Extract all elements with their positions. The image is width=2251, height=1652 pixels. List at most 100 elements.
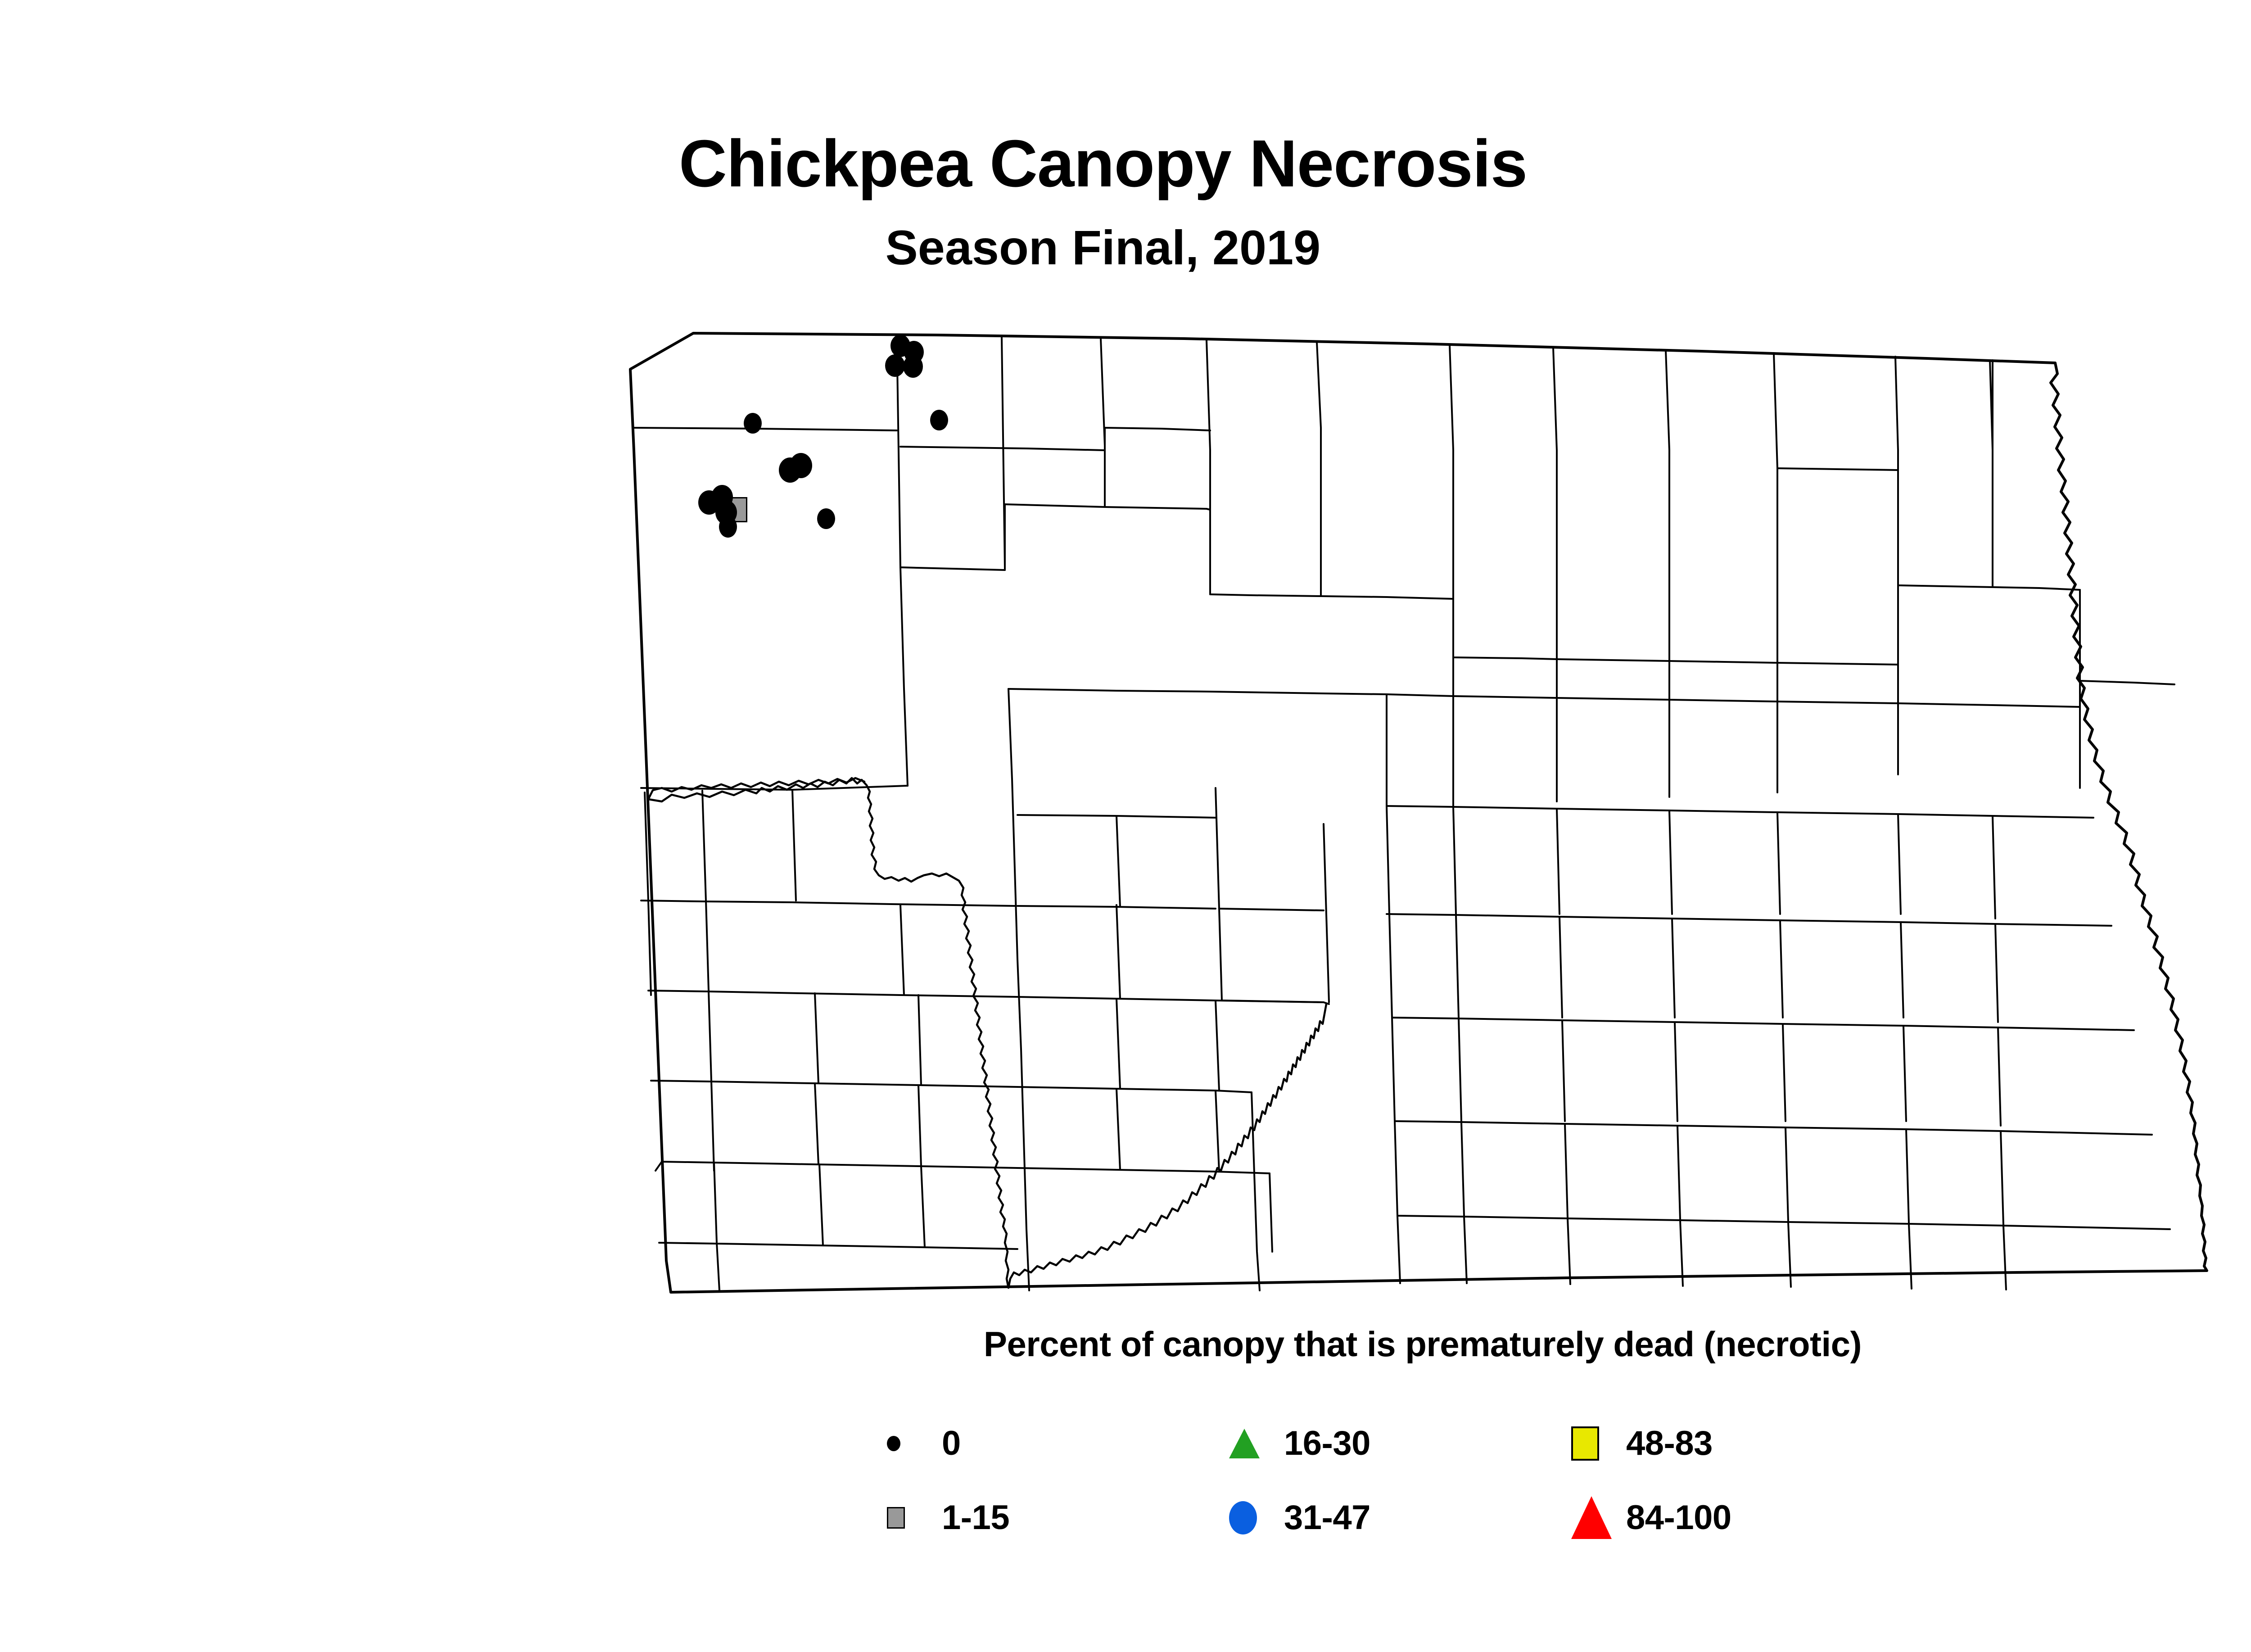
county-line bbox=[640, 900, 1016, 907]
county-line bbox=[1556, 658, 1670, 662]
county-line bbox=[791, 789, 797, 901]
county-line bbox=[655, 1161, 1018, 1172]
legend-swatch-square-yellow-icon bbox=[1571, 1426, 1625, 1461]
county-line bbox=[1206, 339, 1211, 451]
county-line bbox=[1903, 1025, 1907, 1122]
county-line bbox=[1323, 823, 1330, 1003]
county-line bbox=[1008, 688, 1018, 960]
county-line bbox=[1460, 1121, 1465, 1217]
county-line bbox=[2002, 1225, 2007, 1290]
county-line bbox=[899, 566, 905, 690]
legend-item-1-15[interactable]: 1-15 bbox=[887, 1480, 1229, 1555]
county-line bbox=[1104, 427, 1211, 451]
county-line bbox=[903, 688, 909, 787]
county-line bbox=[1386, 693, 1558, 699]
county-line bbox=[814, 1082, 819, 1165]
county-line bbox=[1017, 905, 1216, 910]
county-line bbox=[899, 446, 1106, 451]
legend-item-48-83[interactable]: 48-83 bbox=[1571, 1406, 1913, 1480]
legend-label: 0 bbox=[942, 1424, 961, 1462]
county-line bbox=[1567, 1218, 1571, 1285]
county-line bbox=[899, 904, 905, 996]
county-line bbox=[1452, 598, 1558, 660]
county-line bbox=[1209, 509, 1322, 597]
county-line bbox=[701, 790, 710, 991]
county-line bbox=[899, 566, 1006, 571]
county-line bbox=[818, 1163, 824, 1246]
county-line bbox=[1997, 1027, 2002, 1127]
legend-swatch-triangle-red-icon bbox=[1571, 1496, 1625, 1539]
legend-item-31-47[interactable]: 31-47 bbox=[1229, 1480, 1571, 1555]
county-line bbox=[1897, 813, 1902, 915]
county-line bbox=[1900, 921, 1904, 1018]
county-line bbox=[1251, 1091, 1261, 1291]
legend-item-84-100[interactable]: 84-100 bbox=[1571, 1480, 1913, 1555]
county-line bbox=[1455, 914, 1460, 1018]
county-line bbox=[1785, 1127, 1789, 1222]
county-line bbox=[1218, 908, 1324, 911]
county-line bbox=[1782, 1023, 1786, 1122]
legend-swatch-dot-icon bbox=[887, 1435, 941, 1451]
county-line bbox=[640, 785, 909, 791]
county-line bbox=[1215, 1000, 1220, 1091]
county-line bbox=[1386, 913, 2112, 927]
legend-title: Percent of canopy that is prematurely de… bbox=[983, 1324, 1862, 1364]
county-line bbox=[1897, 469, 1993, 588]
legend-label: 84-100 bbox=[1626, 1498, 1731, 1537]
county-line bbox=[920, 1165, 926, 1248]
page-title: Chickpea Canopy Necrosis bbox=[678, 127, 1528, 201]
legend-item-0[interactable]: 0 bbox=[887, 1406, 1229, 1480]
county-line bbox=[1320, 595, 1454, 600]
county-line bbox=[1559, 916, 1563, 1018]
county-line bbox=[647, 990, 1018, 998]
legend-swatch-square-gray-icon bbox=[887, 1507, 941, 1529]
title-block: Chickpea Canopy Necrosis Season Final, 2… bbox=[0, 131, 2206, 272]
county-line bbox=[1992, 815, 1996, 919]
county-line bbox=[1905, 1128, 1910, 1224]
legend-swatch-circle-blue-icon bbox=[1229, 1501, 1283, 1534]
county-line bbox=[1894, 356, 1899, 451]
county-line bbox=[1316, 341, 1322, 429]
county-line bbox=[1386, 805, 1390, 915]
county-line bbox=[1679, 1219, 1684, 1287]
county-line bbox=[1008, 688, 1388, 695]
county-line bbox=[2000, 1130, 2004, 1226]
county-line bbox=[918, 994, 922, 1086]
county-line bbox=[1215, 1090, 1220, 1172]
county-line bbox=[1221, 1000, 1330, 1005]
county-line bbox=[1671, 918, 1676, 1018]
county-line bbox=[1668, 660, 1778, 664]
county-line bbox=[1665, 349, 1670, 451]
county-line bbox=[1994, 923, 1999, 1023]
county-line bbox=[918, 1084, 922, 1167]
county-line bbox=[1104, 506, 1211, 511]
county-line bbox=[1116, 998, 1121, 1090]
county-line bbox=[1992, 586, 2081, 591]
county-line bbox=[1779, 919, 1784, 1018]
county-line bbox=[1386, 805, 2094, 819]
county-line bbox=[1776, 811, 1781, 915]
county-line bbox=[1391, 1017, 1396, 1122]
county-line bbox=[1556, 697, 1778, 702]
county-line bbox=[1116, 904, 1121, 1000]
county-line bbox=[1269, 1172, 1273, 1253]
county-line bbox=[1668, 810, 1673, 915]
county-line bbox=[1116, 1088, 1121, 1171]
missouri-river-south bbox=[1007, 1003, 1328, 1289]
legend-grid: 0 16-30 48-83 1-15 bbox=[887, 1406, 2224, 1555]
county-line bbox=[1452, 806, 1457, 915]
county-line bbox=[1908, 1223, 1912, 1290]
county-line bbox=[1388, 913, 1393, 1018]
county-line bbox=[1787, 1221, 1792, 1288]
county-line bbox=[1552, 347, 1558, 451]
county-line bbox=[1391, 1017, 2135, 1031]
county-line bbox=[1017, 958, 1030, 1291]
county-line bbox=[1776, 467, 1899, 471]
county-line bbox=[1017, 1167, 1270, 1174]
legend-label: 31-47 bbox=[1284, 1498, 1370, 1537]
legend-label: 48-83 bbox=[1626, 1424, 1713, 1462]
legend: Percent of canopy that is prematurely de… bbox=[621, 1324, 2224, 1555]
legend-item-16-30[interactable]: 16-30 bbox=[1229, 1406, 1571, 1480]
county-line bbox=[1394, 1120, 2153, 1136]
